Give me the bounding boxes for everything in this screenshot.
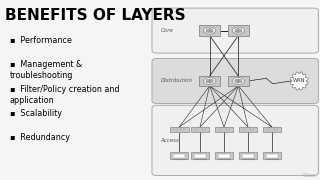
Text: Distribution: Distribution [161, 78, 193, 84]
Text: Access: Access [161, 138, 180, 143]
FancyBboxPatch shape [152, 58, 318, 104]
Text: Cisco.: Cisco. [302, 173, 317, 178]
FancyBboxPatch shape [239, 127, 257, 132]
Polygon shape [290, 72, 308, 90]
Text: ▪  Redundancy: ▪ Redundancy [10, 133, 70, 142]
FancyBboxPatch shape [242, 154, 254, 158]
FancyBboxPatch shape [191, 127, 210, 132]
Text: WAN: WAN [293, 78, 306, 84]
FancyBboxPatch shape [266, 154, 278, 158]
FancyBboxPatch shape [173, 154, 185, 158]
FancyBboxPatch shape [263, 152, 281, 159]
FancyBboxPatch shape [239, 152, 257, 159]
Circle shape [232, 77, 245, 84]
Text: ▪  Performance: ▪ Performance [10, 36, 71, 45]
Text: ▪  Management &
troubleshooting: ▪ Management & troubleshooting [10, 60, 82, 80]
Circle shape [206, 79, 213, 83]
Text: ▪  Scalability: ▪ Scalability [10, 109, 61, 118]
Circle shape [206, 29, 213, 32]
FancyBboxPatch shape [218, 154, 230, 158]
FancyBboxPatch shape [191, 152, 209, 159]
FancyBboxPatch shape [228, 25, 249, 36]
Text: Core: Core [161, 28, 173, 33]
FancyBboxPatch shape [199, 76, 220, 86]
FancyBboxPatch shape [194, 154, 206, 158]
FancyBboxPatch shape [170, 152, 188, 159]
FancyBboxPatch shape [262, 127, 282, 132]
FancyBboxPatch shape [152, 105, 318, 176]
Circle shape [232, 27, 245, 34]
Circle shape [204, 77, 216, 84]
Text: BENEFITS OF LAYERS: BENEFITS OF LAYERS [5, 8, 185, 23]
FancyBboxPatch shape [152, 8, 318, 53]
FancyBboxPatch shape [170, 127, 189, 132]
Circle shape [235, 79, 242, 83]
Text: ▪  Filter/Policy creation and
application: ▪ Filter/Policy creation and application [10, 85, 119, 105]
Circle shape [235, 29, 242, 32]
FancyBboxPatch shape [199, 25, 220, 36]
FancyBboxPatch shape [215, 152, 233, 159]
FancyBboxPatch shape [215, 127, 234, 132]
FancyBboxPatch shape [228, 76, 249, 86]
Circle shape [204, 27, 216, 34]
